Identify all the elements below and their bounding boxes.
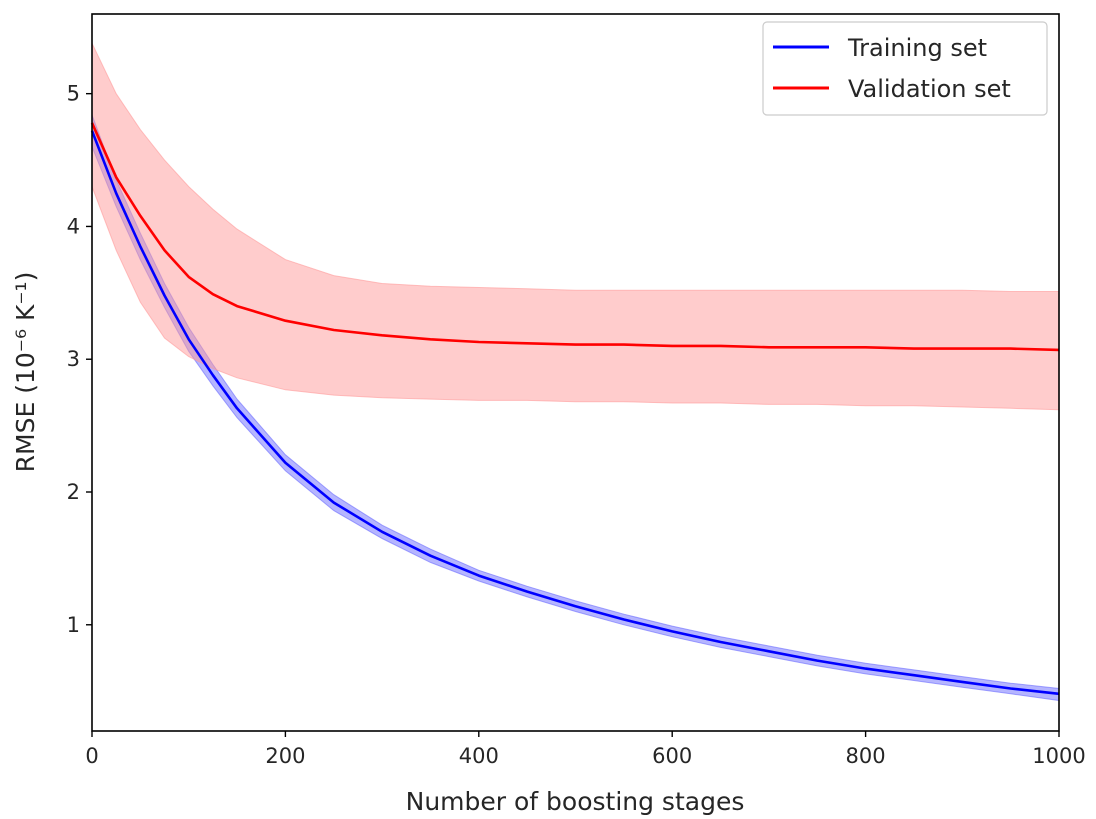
y-axis-title: RMSE (10⁻⁶ K⁻¹) xyxy=(11,272,40,473)
y-tick-label: 1 xyxy=(67,613,80,637)
x-tick-label: 600 xyxy=(652,744,692,768)
y-tick-label: 4 xyxy=(67,214,80,238)
confidence-bands xyxy=(91,42,1060,702)
y-tick-label: 2 xyxy=(67,480,80,504)
plot-frame xyxy=(91,13,1060,732)
x-axis-ticks: 0 200 400 600 800 1000 xyxy=(85,731,1086,768)
legend: Training set Validation set xyxy=(762,21,1048,116)
y-tick-label: 5 xyxy=(67,82,80,106)
x-tick-label: 200 xyxy=(265,744,305,768)
x-tick-label: 800 xyxy=(846,744,886,768)
legend-label-validation: Validation set xyxy=(848,75,1011,103)
x-tick-label: 0 xyxy=(85,744,98,768)
x-tick-label: 400 xyxy=(459,744,499,768)
series-lines xyxy=(90,122,1060,696)
line-series-0 xyxy=(90,130,1060,696)
y-axis-ticks: 1 2 3 4 5 xyxy=(67,82,92,637)
x-axis-title: Number of boosting stages xyxy=(406,787,745,816)
y-tick-label: 3 xyxy=(67,347,80,371)
legend-box xyxy=(762,21,1048,116)
legend-label-training: Training set xyxy=(847,34,987,62)
x-tick-label: 1000 xyxy=(1032,744,1085,768)
line-series-1 xyxy=(90,122,1060,352)
